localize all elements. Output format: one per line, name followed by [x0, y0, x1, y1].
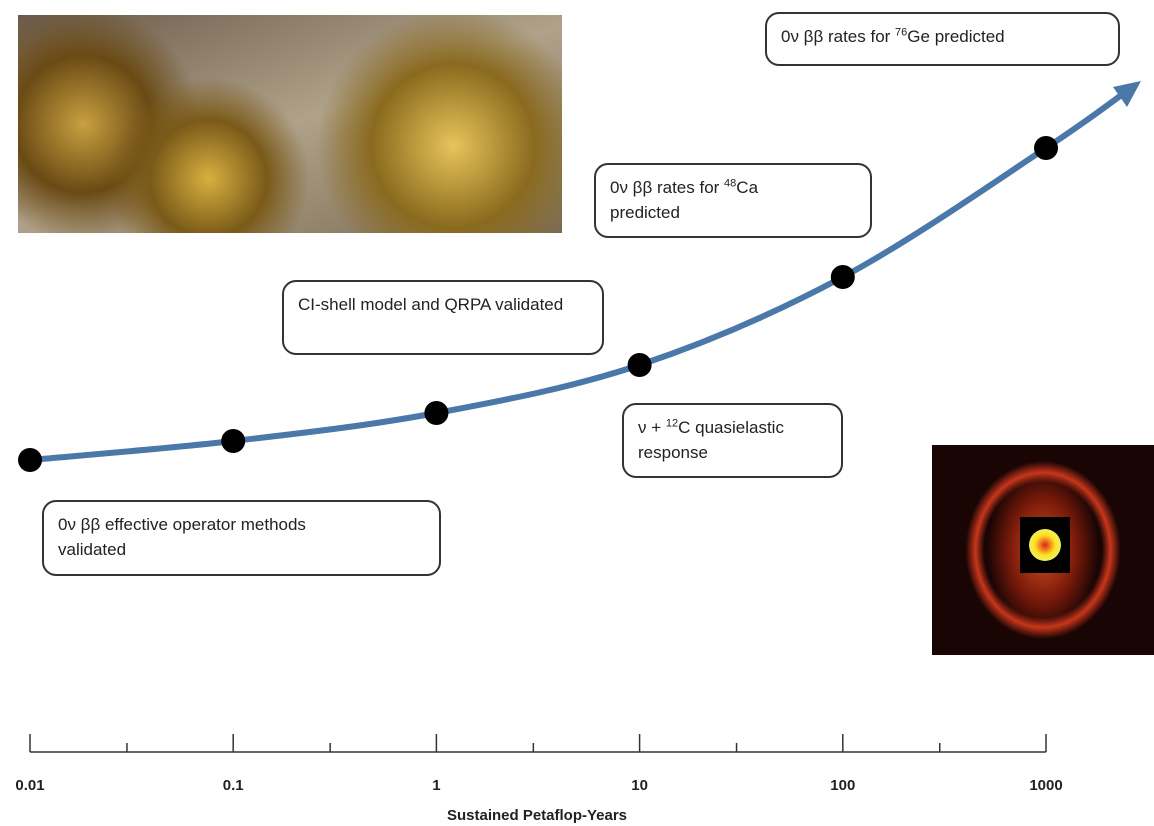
trend-curve [29, 82, 1137, 463]
burst-icon [1029, 529, 1061, 561]
annotation-text: 48 [724, 177, 737, 190]
annotation-text: Ca predicted [610, 178, 759, 222]
arrow-head [1113, 81, 1141, 107]
annotation-box: 0ν ββ rates for 76Ge predicted [765, 12, 1120, 66]
annotation-text: Ge predicted [907, 27, 1005, 46]
milestone-point [1034, 136, 1058, 160]
annotation-box: 0ν ββ effective operator methods validat… [42, 500, 441, 576]
annotation-text: 0ν ββ rates for [610, 178, 725, 197]
annotation-text: C quasielastic response [638, 418, 784, 462]
annotation-box: 0ν ββ rates for 48Ca predicted [594, 163, 872, 238]
x-tick-label: 1000 [1029, 777, 1062, 794]
detector-photo [18, 15, 562, 233]
annotation-text: 0ν ββ effective operator methods validat… [58, 515, 306, 559]
annotation-text: 12 [665, 417, 679, 430]
x-tick-label: 100 [830, 777, 855, 794]
milestone-point [424, 401, 449, 425]
supernova-photo [932, 445, 1154, 655]
annotation-text: 76 [895, 26, 908, 39]
annotation-text: CI-shell model and QRPA validated [298, 295, 564, 314]
x-tick-label: 1 [432, 777, 440, 794]
x-tick-label: 0.01 [15, 777, 44, 794]
annotation-box: CI-shell model and QRPA validated [282, 280, 604, 355]
x-tick-label: 0.1 [223, 777, 244, 794]
annotation-text: ν + [638, 418, 666, 437]
milestone-point [627, 353, 652, 377]
x-tick-label: 10 [631, 777, 648, 794]
milestone-point [221, 429, 246, 453]
annotation-text: 0ν ββ rates for [781, 27, 896, 46]
neutrino-icon [1020, 517, 1070, 573]
annotation-box: ν + 12C quasielastic response [622, 403, 843, 478]
milestone-point [18, 448, 42, 472]
milestone-point [830, 265, 855, 289]
x-axis-title: Sustained Petaflop-Years [447, 807, 627, 824]
